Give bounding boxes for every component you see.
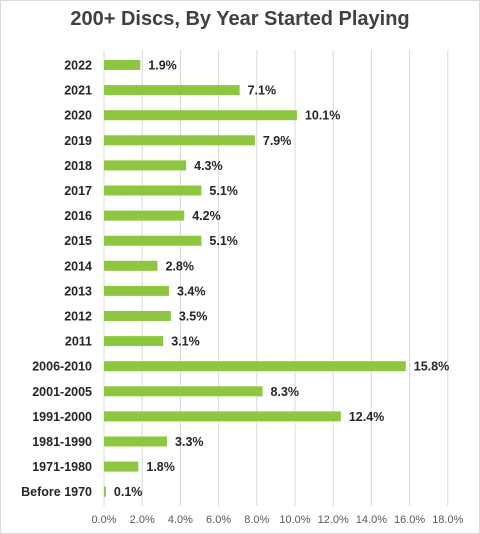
x-tick-label: 12.0% [318,514,349,526]
bar [104,411,341,422]
data-label: 7.9% [263,134,292,148]
data-label: 4.2% [192,209,221,223]
bar [104,110,297,121]
data-label: 10.1% [305,109,340,123]
gridlines [103,50,449,506]
category-label: 1971-1980 [32,460,92,474]
x-tick-label: 10.0% [279,514,310,526]
category-label: 2021 [64,84,92,98]
category-label: 2015 [64,234,92,248]
x-tick-label: 18.0% [432,514,463,526]
bars [104,60,406,497]
category-label: 2014 [64,259,92,273]
x-tick-label: 14.0% [356,514,387,526]
x-tick-label: 16.0% [394,514,425,526]
category-label: 1991-2000 [32,410,92,424]
data-label: 3.1% [171,335,200,349]
category-label: 2012 [64,310,92,324]
data-label: 15.8% [414,360,449,374]
x-tick-label: 2.0% [130,514,155,526]
chart-title: 200+ Discs, By Year Started Playing [70,8,410,30]
category-label: 2020 [64,109,92,123]
data-label: 5.1% [209,234,238,248]
bar [104,85,240,96]
bar [104,185,202,196]
category-label: 2019 [64,134,92,148]
category-label: Before 1970 [21,485,92,499]
bar [104,135,255,146]
data-label: 1.8% [146,460,175,474]
bar [104,486,106,497]
category-label: 2013 [64,284,92,298]
bar [104,336,164,347]
data-label: 0.1% [114,485,143,499]
category-label: 2001-2005 [32,385,92,399]
data-label: 4.3% [194,159,223,173]
x-tick-label: 8.0% [244,514,269,526]
data-label: 5.1% [209,184,238,198]
bar [104,60,141,70]
data-label: 3.4% [177,284,206,298]
x-tick-label: 6.0% [206,514,231,526]
bar [104,386,263,397]
bar [104,235,202,246]
category-label: 2022 [64,59,92,73]
category-label: 1981-1990 [32,435,92,449]
bar [104,285,169,296]
bar [104,361,406,372]
category-label: 2006-2010 [32,360,92,374]
data-label: 3.3% [175,435,204,449]
data-label: 2.8% [165,259,194,273]
data-label: 3.5% [179,310,208,324]
category-label: 2011 [65,335,92,349]
bar [104,210,185,221]
category-label: 2017 [64,184,92,198]
bar [104,260,158,271]
labels: 0.0% 2.0% 4.0% 6.0% 8.0% 10.0% 12.0% 14.0% 16.0%… [21,59,463,527]
bar [104,311,171,321]
bar [104,160,187,171]
data-label: 7.1% [248,84,276,98]
data-label: 8.3% [271,385,300,399]
bar [104,436,168,447]
category-label: 2018 [64,159,92,173]
bar [104,461,139,472]
data-label: 1.9% [148,59,177,73]
x-tick-label: 4.0% [168,514,193,526]
x-tick-label: 0.0% [91,514,116,526]
category-label: 2016 [64,209,92,223]
data-label: 12.4% [349,410,384,424]
